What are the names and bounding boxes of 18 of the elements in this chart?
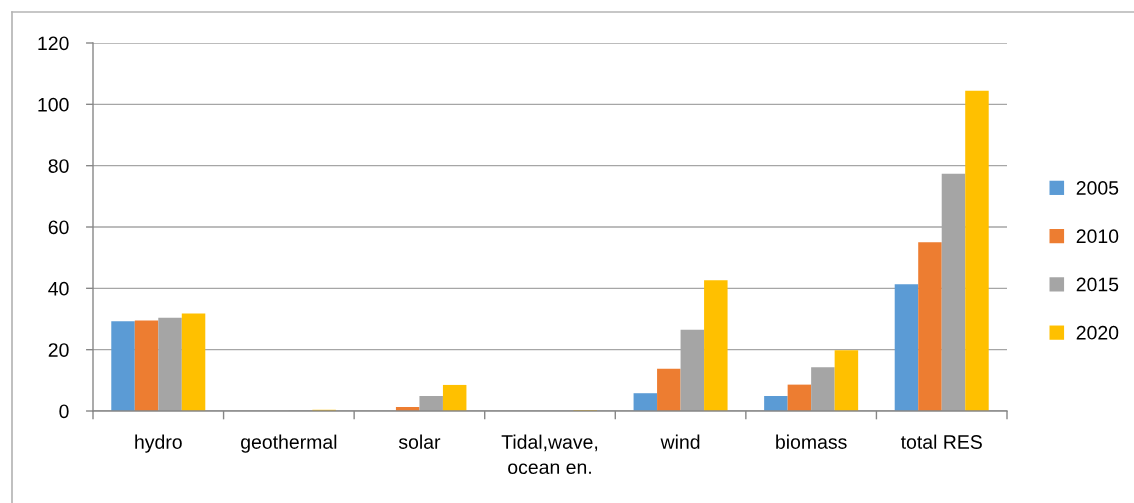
y-tick-label: 20 — [48, 343, 69, 357]
legend-label: 2015 — [1076, 277, 1119, 292]
y-tick-label: 0 — [59, 404, 69, 419]
y-tick-label: 60 — [48, 220, 69, 235]
x-tick-label: biomass — [776, 434, 847, 449]
y-tick-label: 40 — [48, 281, 69, 296]
x-tick-label: geothermal — [241, 434, 337, 453]
x-tick-label: hydro — [135, 434, 182, 453]
x-tick-label: wind — [660, 434, 700, 449]
y-tick-label: 100 — [38, 97, 69, 112]
legend-label: 2005 — [1076, 181, 1119, 195]
legend-label: 2020 — [1076, 325, 1119, 340]
x-tick-label: solar — [398, 434, 441, 449]
y-tick-label: 80 — [48, 159, 69, 173]
legend-label: 2010 — [1076, 229, 1119, 244]
x-tick-label: total RES — [900, 434, 982, 449]
y-tick-label: 120 — [38, 36, 69, 51]
x-tick-label: Tidal,wave, ocean en. — [501, 434, 598, 475]
